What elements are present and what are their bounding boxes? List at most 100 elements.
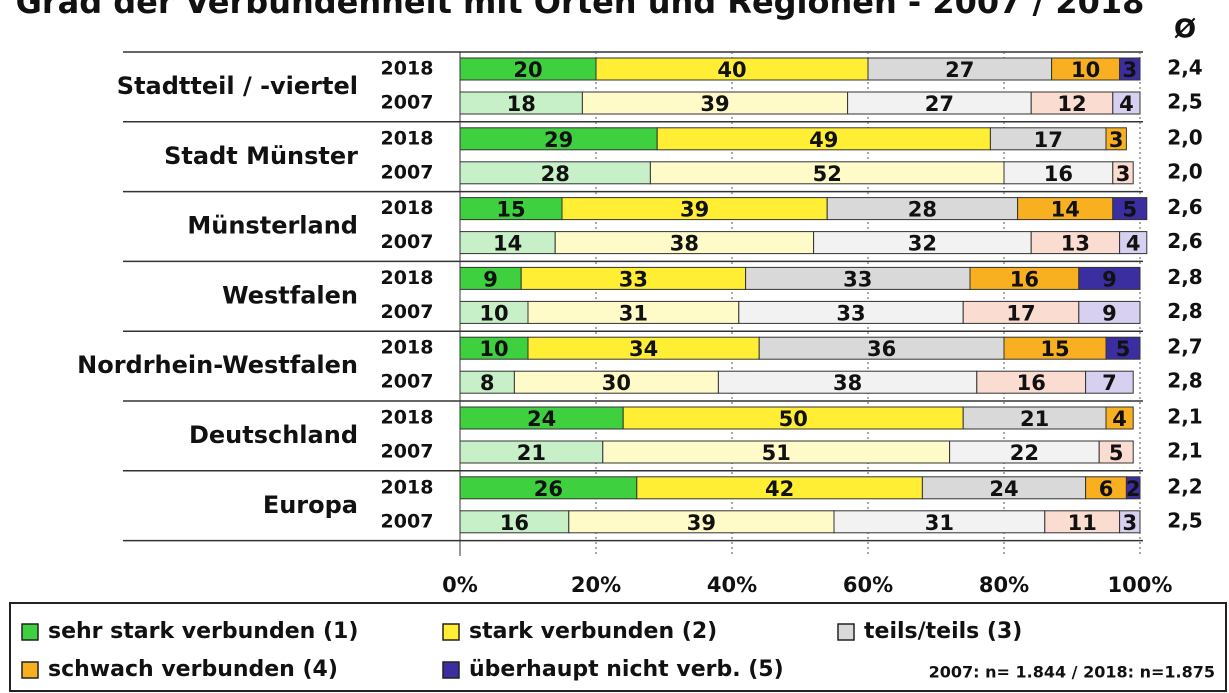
value-label: 27 <box>945 58 974 82</box>
bar-segment <box>1119 231 1148 255</box>
value-label: 4 <box>1119 92 1134 116</box>
value-label: 14 <box>493 232 522 256</box>
value-label: 50 <box>779 407 808 431</box>
value-label: 14 <box>1051 198 1080 222</box>
value-label: 13 <box>1061 232 1090 256</box>
average-label: 2,4 <box>1167 56 1202 80</box>
legend-swatch <box>442 661 460 679</box>
value-label: 29 <box>544 128 573 152</box>
average-label: 2,8 <box>1167 265 1202 289</box>
value-label: 2 <box>1126 477 1141 501</box>
average-label: 2,0 <box>1167 159 1202 183</box>
value-label: 17 <box>1034 128 1063 152</box>
value-label: 33 <box>843 267 872 291</box>
value-label: 51 <box>762 441 791 465</box>
year-label: 2007 <box>381 161 434 183</box>
value-label: 30 <box>602 371 631 395</box>
bar-segment <box>1105 336 1141 360</box>
value-label: 17 <box>1006 301 1035 325</box>
value-label: 10 <box>479 337 508 361</box>
value-label: 3 <box>1122 58 1137 82</box>
group-label: Deutschland <box>189 421 358 449</box>
year-label: 2018 <box>381 337 434 359</box>
average-label: 2,1 <box>1167 439 1202 463</box>
value-label: 33 <box>619 267 648 291</box>
value-label: 9 <box>1102 267 1117 291</box>
value-label: 39 <box>687 511 716 535</box>
average-label: 2,7 <box>1167 335 1202 359</box>
year-label: 2007 <box>381 441 434 463</box>
value-label: 34 <box>629 337 658 361</box>
value-label: 9 <box>1102 301 1117 325</box>
value-label: 6 <box>1099 477 1114 501</box>
legend-label: sehr stark verbunden (1) <box>48 619 358 644</box>
value-label: 16 <box>1010 267 1039 291</box>
group-label: Westfalen <box>222 281 358 309</box>
bar-segment <box>1105 127 1127 151</box>
year-label: 2007 <box>381 92 434 114</box>
year-label: 2007 <box>381 371 434 393</box>
legend-label: teils/teils (3) <box>864 619 1022 644</box>
bar-segment <box>1112 91 1141 115</box>
value-label: 52 <box>813 162 842 186</box>
value-label: 33 <box>836 301 865 325</box>
bar-segment <box>1125 476 1141 500</box>
year-label: 2007 <box>381 301 434 323</box>
value-label: 15 <box>1040 337 1069 361</box>
value-label: 3 <box>1116 162 1131 186</box>
value-label: 36 <box>867 337 896 361</box>
value-label: 42 <box>765 477 794 501</box>
value-label: 39 <box>700 92 729 116</box>
value-label: 4 <box>1126 232 1141 256</box>
average-label: 2,5 <box>1167 508 1202 532</box>
group-label: Münsterland <box>187 212 358 240</box>
value-label: 24 <box>989 477 1018 501</box>
value-label: 9 <box>483 267 498 291</box>
year-label: 2018 <box>381 197 434 219</box>
value-label: 39 <box>680 198 709 222</box>
x-tick-label: 0% <box>442 573 478 597</box>
year-label: 2018 <box>381 267 434 289</box>
average-label: 2,2 <box>1167 474 1202 498</box>
value-label: 10 <box>479 301 508 325</box>
chart-title: Grad der Verbundenheit mit Orten und Reg… <box>16 0 1145 21</box>
value-label: 10 <box>1071 58 1100 82</box>
value-label: 22 <box>1010 441 1039 465</box>
average-symbol: Ø <box>1174 15 1196 45</box>
value-label: 28 <box>908 198 937 222</box>
legend-label: überhaupt nicht verb. (5) <box>469 657 784 682</box>
value-label: 16 <box>1017 371 1046 395</box>
average-label: 2,6 <box>1167 195 1202 219</box>
value-label: 31 <box>619 301 648 325</box>
bar-segment <box>1112 161 1134 185</box>
average-label: 2,1 <box>1167 405 1202 429</box>
value-label: 16 <box>500 511 529 535</box>
group-label: Stadtteil / -viertel <box>117 72 358 100</box>
group-label: Europa <box>263 491 358 519</box>
bar-segment <box>1098 440 1134 464</box>
group-label: Nordrhein-Westfalen <box>77 351 358 379</box>
legend-label: schwach verbunden (4) <box>48 657 338 682</box>
x-tick-label: 40% <box>707 573 757 597</box>
average-label: 2,6 <box>1167 229 1202 253</box>
value-label: 38 <box>833 371 862 395</box>
bar-segment <box>1078 300 1141 324</box>
x-tick-label: 60% <box>843 573 893 597</box>
value-label: 8 <box>480 371 495 395</box>
x-tick-label: 80% <box>979 573 1029 597</box>
value-label: 5 <box>1109 441 1124 465</box>
group-label: Stadt Münster <box>164 142 358 170</box>
legend-swatch <box>442 623 460 641</box>
value-label: 3 <box>1109 128 1124 152</box>
value-label: 40 <box>717 58 746 82</box>
value-label: 21 <box>1020 407 1049 431</box>
value-label: 11 <box>1068 511 1097 535</box>
x-tick-label: 100% <box>1108 573 1173 597</box>
year-label: 2007 <box>381 510 434 532</box>
legend-swatch <box>21 623 39 641</box>
bar-segment <box>1112 197 1148 221</box>
year-label: 2018 <box>381 407 434 429</box>
average-label: 2,8 <box>1167 299 1202 323</box>
bar-segment <box>1119 510 1141 534</box>
